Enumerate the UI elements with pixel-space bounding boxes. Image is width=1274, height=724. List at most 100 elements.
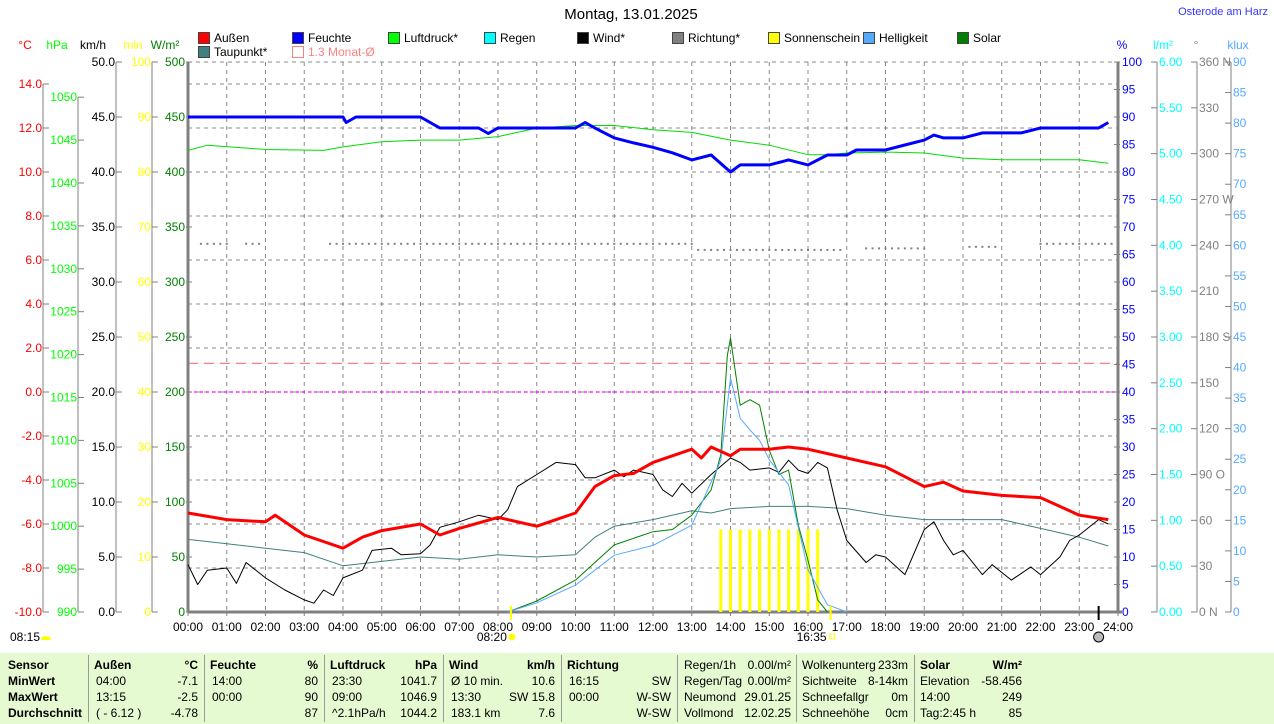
legend-label: Taupunkt* [214,45,268,59]
solar-value: 85 [1008,706,1022,720]
richtung-dot [206,242,209,245]
richtung-dot [1110,242,1113,245]
richtung-dot [658,242,661,245]
axis-label-solar: 100 [165,495,185,509]
richtung-dot [723,248,726,251]
x-tick-label: 24:00 [1103,620,1133,634]
richtung-dot [503,242,506,245]
axis-label-wind: 35.0 [92,220,116,234]
richtung-dot [774,248,777,251]
aussen-unit: °C [184,658,198,672]
richtung-dot [477,242,480,245]
axis-label-solar: 450 [165,110,185,124]
axis-label-press: 1030 [50,262,77,276]
x-tick-label: 23:00 [1064,620,1094,634]
axis-label-rain: 6.00 [1159,55,1183,69]
axis-label-temp: -2.0 [21,429,42,443]
axis-label-sun: 20 [138,495,152,509]
row-label-min: MinWert [8,674,56,688]
richtung-dot [568,242,571,245]
richtung-dot [219,242,222,245]
richtung-dot [626,242,629,245]
richtung-dot [548,242,551,245]
richtung-dot [671,242,674,245]
richtung-dot [819,248,822,251]
richtung-dot [574,242,577,245]
richtung-dot [335,242,338,245]
x-tick-label: 10:00 [560,620,590,634]
series-line [187,125,1109,164]
richtung-dot [1104,242,1107,245]
axis-label-hum: 50 [1122,330,1136,344]
richtung-dot [639,242,642,245]
x-tick-label: 14:00 [715,620,745,634]
richtung-dot [761,248,764,251]
solar-value: 249 [1001,690,1022,704]
richtung-dot [652,242,654,245]
legend-label: Solar [973,31,1002,45]
legend-item: Sonnenschein [768,31,860,45]
aussen-header: Außen [94,658,132,672]
axis-label-lux: 85 [1233,86,1247,100]
luftdruck-time: 09:00 [332,690,363,704]
luftdruck-time: ^2.1hPa/h [332,706,386,720]
x-tick-label: 00:00 [173,620,203,634]
richtung-dot [225,242,228,245]
richtung-dot [735,248,738,251]
axis-label-rain: 0.00 [1159,605,1183,619]
stats-table: Sensor MinWert MaxWert Durchschnitt Auße… [0,653,1274,724]
axis-label-dir: 360 N [1199,55,1231,69]
axis-label-dir: 330 [1199,101,1219,115]
feuchte-unit: % [307,658,318,672]
legend-swatch [957,32,969,44]
axis-label-hum: 75 [1122,193,1136,207]
regen-value: 29.01.25 [744,690,791,704]
richtung-dot [632,242,635,245]
axis-label-wind: 30.0 [92,275,116,289]
axis-label-hum: 85 [1122,138,1136,152]
richtung-dot [729,248,732,251]
legend-item: Solar [957,31,1001,45]
wolken-label: Schneehöhe [802,706,870,720]
feuchte-value: 80 [304,674,318,688]
richtung-dot [742,248,745,251]
x-tick-label: 11:00 [600,620,629,634]
axis-label-temp: 0.0 [25,385,42,399]
richtung-dot [199,242,202,245]
richtung-dot [387,242,390,245]
series-line [187,505,1109,567]
axis-label-hum: 40 [1122,385,1136,399]
station-name: Osterode am Harz [1178,6,1268,18]
axis-unit-dir: ° [1194,38,1199,52]
sonnenschein-bar [748,529,752,612]
sonnenschein-bar [758,529,762,612]
axis-label-lux: 80 [1233,116,1247,130]
richtung-dot [839,248,842,251]
axis-label-solar: 300 [165,275,185,289]
axis-label-dir: 90 O [1199,468,1225,482]
richtung-dot [1117,242,1119,245]
richtung-dot [910,247,913,250]
axis-label-sun: 30 [138,440,152,454]
richtung-dot [710,248,713,251]
axis-label-wind: 25.0 [92,330,116,344]
series-line [507,377,847,613]
series-line [188,115,1110,174]
column-divider [324,655,325,722]
richtung-dot [374,242,377,245]
x-tick-label: 20:00 [948,620,978,634]
x-tick-label: 19:00 [909,620,939,634]
x-tick-label: 05:00 [367,620,397,634]
richtung-dot [600,242,603,245]
richtung-dot [1091,242,1094,245]
x-tick-label: 13:00 [677,620,707,634]
aussen-value: -4.78 [170,706,198,720]
axis-label-hum: 45 [1122,358,1136,372]
richtung-dot [509,242,512,245]
richtung-dot [413,242,416,245]
axis-label-hum: 30 [1122,440,1136,454]
axis-label-dir: 270 W [1199,193,1234,207]
axis-unit-hum: % [1117,38,1128,52]
solar-label: 14:00 [920,690,951,704]
richtung-dot [690,242,693,245]
